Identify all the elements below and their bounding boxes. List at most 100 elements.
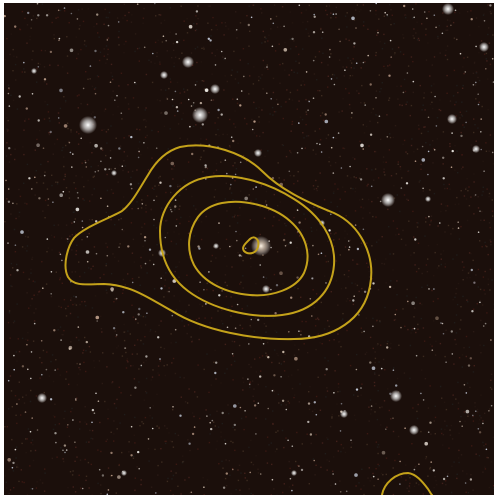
noise-speck	[79, 303, 81, 306]
noise-speck	[77, 53, 79, 55]
noise-speck	[172, 42, 175, 45]
faint-star	[81, 487, 84, 490]
noise-speck	[363, 102, 366, 104]
noise-speck	[473, 173, 475, 175]
noise-speck	[116, 347, 118, 349]
noise-speck	[161, 41, 164, 43]
noise-speck	[288, 460, 290, 463]
noise-speck	[378, 465, 380, 467]
faint-star	[234, 173, 237, 176]
faint-star	[472, 84, 475, 86]
noise-speck	[493, 487, 494, 490]
faint-star	[482, 325, 485, 327]
noise-speck	[187, 161, 190, 163]
noise-speck	[116, 428, 118, 430]
noise-speck	[296, 247, 298, 249]
noise-speck	[18, 211, 21, 214]
noise-speck	[460, 319, 462, 321]
noise-speck	[295, 60, 297, 62]
noise-speck	[375, 114, 377, 116]
noise-speck	[392, 467, 394, 469]
faint-star	[7, 188, 10, 190]
noise-speck	[203, 88, 206, 90]
noise-speck	[163, 347, 166, 350]
noise-speck	[418, 483, 420, 486]
noise-speck	[337, 353, 340, 356]
noise-speck	[163, 365, 165, 367]
faint-star	[109, 81, 112, 83]
noise-speck	[202, 477, 204, 479]
faint-star	[271, 478, 274, 481]
faint-star	[91, 421, 93, 424]
faint-star	[344, 69, 346, 71]
faint-star	[240, 255, 243, 257]
faint-star	[332, 13, 335, 15]
faint-star	[422, 399, 425, 401]
faint-star	[171, 98, 174, 101]
noise-speck	[7, 129, 9, 131]
noise-speck	[372, 347, 374, 350]
noise-speck	[255, 282, 257, 285]
noise-speck	[69, 312, 72, 315]
noise-speck	[387, 208, 389, 211]
noise-speck	[281, 144, 283, 146]
noise-speck	[260, 149, 262, 151]
noise-speck	[122, 17, 124, 19]
faint-star	[172, 406, 174, 408]
noise-speck	[152, 369, 154, 371]
faint-star	[230, 183, 232, 186]
faint-star	[384, 11, 387, 14]
noise-speck	[433, 192, 436, 195]
bright-star	[390, 390, 402, 402]
noise-speck	[128, 135, 130, 137]
noise-speck	[52, 153, 54, 155]
bright-star	[37, 393, 47, 403]
noise-speck	[449, 100, 452, 102]
noise-speck	[246, 123, 248, 125]
noise-speck	[410, 332, 412, 334]
faint-star	[159, 358, 161, 360]
noise-speck	[12, 99, 15, 101]
noise-speck	[150, 61, 152, 63]
noise-speck	[328, 339, 331, 342]
noise-speck	[78, 94, 80, 96]
faint-star	[259, 264, 261, 266]
noise-speck	[292, 484, 294, 486]
noise-speck	[130, 222, 133, 224]
faint-star	[288, 170, 291, 173]
noise-speck	[21, 246, 24, 248]
noise-speck	[19, 195, 22, 198]
noise-speck	[192, 104, 194, 106]
noise-speck	[316, 301, 318, 303]
faint-star	[247, 378, 249, 380]
noise-speck	[74, 271, 77, 273]
noise-speck	[200, 221, 203, 223]
faint-star	[100, 160, 102, 163]
noise-speck	[456, 473, 458, 475]
noise-speck	[384, 369, 386, 371]
noise-speck	[378, 446, 380, 448]
noise-speck	[87, 179, 89, 182]
sky-background	[4, 3, 494, 495]
noise-speck	[248, 488, 250, 490]
noise-speck	[408, 490, 410, 492]
faint-star	[214, 64, 217, 66]
noise-speck	[375, 51, 377, 54]
faint-star	[307, 402, 311, 405]
noise-speck	[454, 11, 456, 14]
faint-star	[334, 483, 337, 485]
noise-speck	[415, 270, 418, 273]
noise-speck	[411, 328, 414, 330]
noise-speck	[297, 180, 299, 182]
noise-speck	[390, 23, 392, 26]
faint-star	[74, 441, 76, 444]
noise-speck	[117, 181, 119, 183]
noise-speck	[225, 182, 227, 185]
noise-speck	[443, 183, 445, 186]
noise-speck	[169, 489, 172, 492]
noise-speck	[4, 426, 6, 428]
noise-speck	[114, 324, 117, 327]
noise-speck	[183, 377, 185, 379]
noise-speck	[425, 142, 427, 144]
faint-star	[43, 78, 47, 81]
